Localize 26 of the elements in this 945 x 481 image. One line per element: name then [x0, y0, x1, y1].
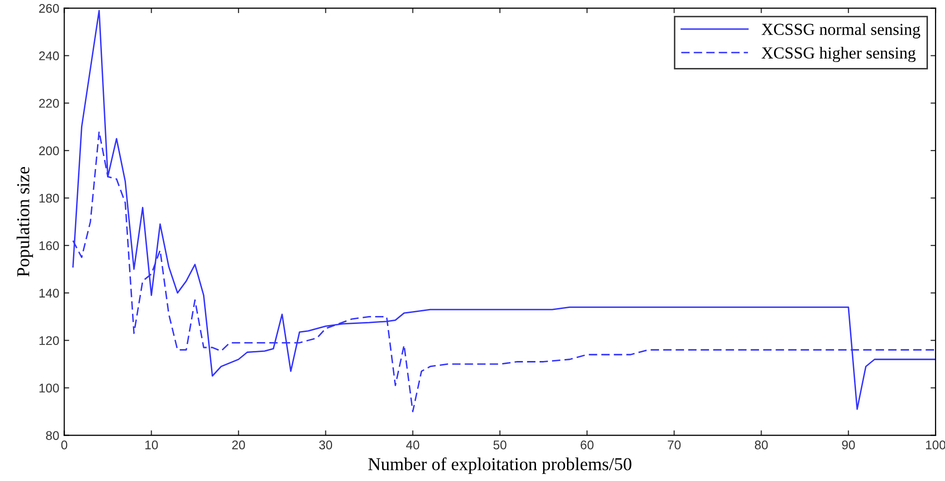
legend-label: XCSSG normal sensing	[762, 23, 920, 38]
x-tick-label: 50	[493, 440, 506, 450]
y-tick-label: 200	[39, 146, 59, 156]
y-axis-title: Population size	[16, 166, 33, 277]
x-tick-label: 60	[580, 440, 594, 450]
x-tick-label: 30	[319, 440, 332, 450]
x-tick-label: 70	[668, 440, 681, 450]
y-tick-label: 80	[46, 431, 59, 440]
x-tick-label: 40	[406, 440, 420, 450]
x-tick-label: 20	[232, 440, 245, 450]
y-tick-label: 120	[40, 336, 59, 346]
x-tick-label: 80	[754, 440, 768, 450]
y-tick-label: 140	[40, 288, 59, 298]
x-tick-label: 100	[926, 440, 945, 450]
x-tick-label: 10	[145, 440, 158, 450]
x-axis-title: Number of exploitation problems/50	[368, 457, 632, 474]
y-tick-label: 180	[40, 194, 59, 203]
y-tick-label: 240	[39, 51, 59, 60]
y-tick-label: 260	[39, 4, 59, 13]
y-tick-label: 220	[39, 98, 59, 108]
y-tick-label: 160	[40, 241, 59, 250]
line-series	[72, 10, 936, 410]
legend-label: XCSSG higher sensing	[762, 46, 916, 62]
x-tick-label: 0	[61, 440, 68, 450]
y-tick-label: 100	[40, 384, 59, 392]
x-tick-label: 90	[842, 440, 855, 450]
